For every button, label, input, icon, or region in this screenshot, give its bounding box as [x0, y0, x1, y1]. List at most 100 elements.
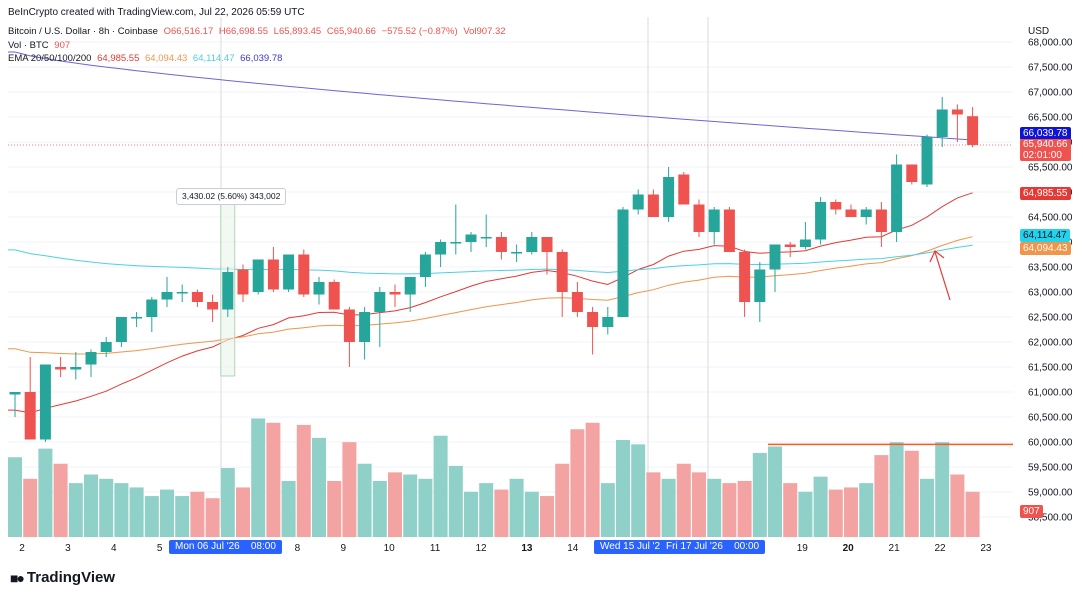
candle-body	[24, 392, 36, 440]
volume-bar	[448, 465, 463, 537]
currency-label[interactable]: USD	[1028, 26, 1050, 37]
volume-bar	[965, 491, 980, 537]
price-tick-label: 60,000.00	[1028, 438, 1073, 449]
candle-body	[921, 137, 933, 185]
ema50-value: 64,094.43	[145, 53, 188, 64]
price-tick-label: 66,500.00	[1028, 113, 1073, 124]
candle-body	[267, 259, 279, 290]
volume-bar	[190, 491, 205, 537]
date-badge-fri-date: Fri 17 Jul '26	[666, 541, 723, 552]
volume-bar	[616, 440, 630, 537]
symbol-name: Bitcoin / U.S. Dollar · 8h · Coinbase	[8, 26, 158, 37]
price-tick-label: 67,000.00	[1028, 88, 1073, 99]
volume-bar	[388, 472, 402, 537]
time-tick-label: 14	[567, 543, 579, 554]
symbol-legend[interactable]: Bitcoin / U.S. Dollar · 8h · Coinbase O6…	[8, 26, 509, 37]
date-badge-wed[interactable]: Wed 15 Jul '26	[594, 540, 672, 554]
time-tick-label: 23	[980, 543, 992, 554]
volume-bar	[372, 480, 387, 537]
time-tick-label: 19	[797, 543, 809, 554]
volume-bar	[935, 442, 950, 537]
arrow-shaft	[934, 251, 951, 301]
ema100-price-tag: 64,114.47	[1020, 229, 1070, 242]
ema-legend[interactable]: EMA 20/50/100/200 64,985.55 64,094.43 64…	[8, 53, 285, 64]
arrow-head-icon	[929, 250, 945, 263]
ema200-line	[8, 51, 973, 141]
volume-bars	[8, 418, 980, 537]
price-tick-label: 63,000.00	[1028, 288, 1073, 299]
ema-lines	[8, 51, 973, 414]
price-tick-label: 65,500.00	[1028, 163, 1073, 174]
tradingview-logo[interactable]: ■● TradingView	[10, 569, 115, 586]
volume-bar	[631, 444, 646, 537]
candle-body	[951, 109, 963, 115]
volume-tag: 907	[1020, 505, 1043, 518]
candle-body	[70, 367, 82, 370]
volume-bar	[433, 435, 448, 537]
candle-body	[799, 239, 811, 247]
candle-body	[131, 317, 143, 319]
candle-body	[663, 177, 675, 217]
price-tick-label: 59,000.00	[1028, 488, 1073, 499]
volume-bar	[950, 474, 965, 537]
candle-body	[207, 302, 219, 310]
volume-bar	[752, 452, 767, 537]
volume-bar	[175, 496, 190, 537]
candle-body	[906, 164, 918, 182]
volume-bar	[707, 478, 722, 537]
candle-body	[936, 109, 948, 137]
volume-bar	[859, 483, 874, 537]
volume-bar	[570, 429, 585, 537]
legend-volume: Vol907.32	[463, 26, 506, 37]
volume-bar	[205, 498, 220, 537]
date-badge-mon[interactable]: Mon 06 Jul '26 08:00	[169, 540, 282, 554]
volume-bar	[509, 478, 524, 537]
time-tick-label: 10	[384, 543, 396, 554]
volume-bar	[661, 478, 676, 537]
volume-legend[interactable]: Vol · BTC 907	[8, 40, 73, 51]
volume-bar	[84, 474, 98, 537]
candle-body	[313, 282, 325, 295]
ema20-line	[8, 192, 973, 414]
candlesticks	[9, 97, 979, 442]
candle-body	[967, 116, 979, 145]
candle-body	[739, 252, 751, 302]
date-badge-fri[interactable]: Fri 17 Jul '26 00:00	[660, 540, 766, 554]
candle-body	[587, 312, 599, 327]
ema200-value: 66,039.78	[240, 53, 283, 64]
time-tick-label: 12	[475, 543, 487, 554]
legend-change: −575.52 (−0.87%)	[381, 26, 458, 37]
candle-body	[161, 292, 173, 300]
candle-body	[328, 282, 340, 310]
volume-bar	[555, 463, 570, 537]
candle-body	[85, 352, 97, 365]
ema-label: EMA 20/50/100/200	[8, 53, 92, 64]
volume-bar	[783, 483, 798, 537]
ema20-price-tag: 64,985.55	[1020, 187, 1071, 200]
ema20-value: 64,985.55	[97, 53, 140, 64]
price-tick-label: 63,500.00	[1028, 263, 1073, 274]
time-tick-label: 22	[934, 543, 946, 554]
brand-name: TradingView	[26, 569, 116, 586]
volume-bar	[236, 487, 250, 537]
volume-bar	[160, 489, 174, 537]
volume-bar	[722, 483, 737, 537]
price-tick-label: 64,500.00	[1028, 213, 1073, 224]
time-tick-label: 5	[157, 543, 163, 554]
annotations	[768, 250, 1013, 446]
candle-body	[526, 237, 538, 252]
legend-open: O66,516.17	[163, 26, 214, 37]
candle-body	[647, 194, 659, 217]
date-badge-mon-date: Mon 06 Jul '26	[175, 541, 240, 552]
volume-bar	[464, 491, 478, 537]
volume-bar	[357, 463, 372, 537]
volume-bar	[479, 483, 494, 537]
candle-body	[860, 209, 872, 217]
volume-bar	[281, 480, 296, 537]
price-tick-label: 60,500.00	[1028, 413, 1073, 424]
candle-body	[602, 317, 614, 327]
candle-body	[283, 254, 295, 290]
time-tick-label: 21	[889, 543, 901, 554]
volume-bar	[828, 489, 843, 537]
